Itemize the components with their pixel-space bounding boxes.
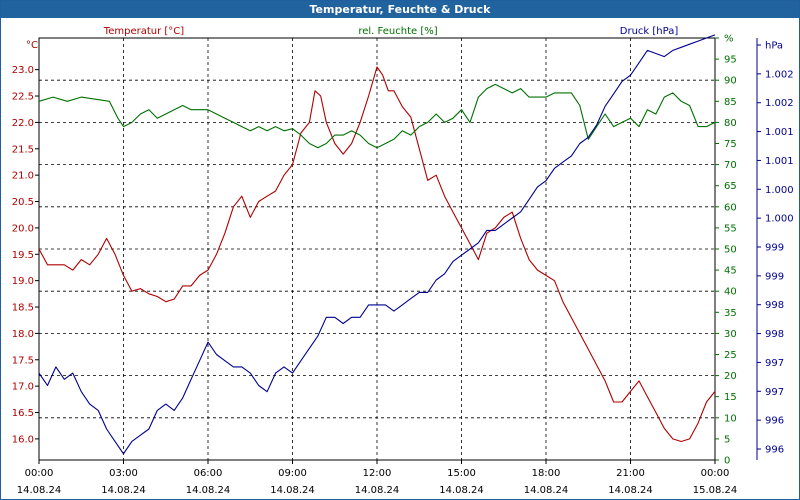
- humidity-tick-label: 95: [724, 55, 737, 66]
- pressure-tick-label: 997: [765, 387, 784, 398]
- pressure-tick-label: 998: [765, 300, 784, 311]
- humidity-tick-label: 30: [724, 329, 737, 340]
- temperature-tick-label: 22.5: [12, 92, 34, 103]
- grid-lines: [39, 38, 715, 460]
- temperature-tick-label: 19.5: [12, 250, 34, 261]
- time-tick-label: 15:00: [447, 468, 476, 479]
- data-series: [38, 34, 716, 455]
- pressure-tick-label: 1.002: [765, 98, 794, 109]
- pressure-tick-label: 1.000: [765, 214, 794, 225]
- date-tick-label: 14.08.24: [439, 485, 484, 496]
- humidity-tick-label: 90: [724, 76, 737, 87]
- humidity-tick-label: 20: [724, 371, 737, 382]
- date-tick-label: 14.08.24: [186, 485, 231, 496]
- date-tick-label: 14.08.24: [101, 485, 146, 496]
- humidity-tick-label: 60: [724, 202, 737, 213]
- humidity-tick-label: 65: [724, 181, 737, 192]
- temperature-tick-label: 21.5: [12, 144, 34, 155]
- pressure-tick-label: 996: [765, 445, 784, 456]
- humidity-tick-label: 80: [724, 118, 737, 129]
- pressure-tick-label: 998: [765, 329, 784, 340]
- temperature-tick-label: 17.5: [12, 355, 34, 366]
- temperature-legend: Temperatur [°C]: [103, 26, 184, 37]
- humidity-tick-label: 5: [724, 434, 730, 445]
- temperature-tick-label: 17.0: [12, 382, 34, 393]
- humidity-tick-label: 55: [724, 223, 737, 234]
- time-tick-label: 00:00: [701, 468, 730, 479]
- humidity-tick-label: 0: [724, 456, 730, 467]
- window-title: Temperatur, Feuchte & Druck: [1, 1, 799, 18]
- temperature-tick-label: 19.0: [12, 276, 34, 287]
- temperature-tick-label: 20.5: [12, 197, 34, 208]
- humidity-tick-label: 45: [724, 266, 737, 277]
- temperature-series-line: [38, 66, 716, 443]
- date-tick-label: 15.08.24: [693, 485, 738, 496]
- temperature-unit-label: °C: [26, 40, 38, 51]
- pressure-tick-label: hPa: [765, 41, 783, 52]
- humidity-legend: rel. Feuchte [%]: [358, 26, 437, 37]
- temperature-tick-label: 21.0: [12, 171, 34, 182]
- pressure-tick-label: 1.001: [765, 127, 794, 138]
- temperature-tick-label: 16.0: [12, 434, 34, 445]
- pressure-tick-label: 1.001: [765, 156, 794, 167]
- humidity-tick-label: %: [724, 34, 734, 45]
- temperature-tick-label: 20.0: [12, 223, 34, 234]
- temperature-tick-label: 18.0: [12, 329, 34, 340]
- humidity-tick-label: 25: [724, 350, 737, 361]
- temperature-axis-ticks: 16.0 16.5 17.0 17.5 18.0 18.5 19.0 19.5 20.0 20.5…: [12, 65, 39, 445]
- pressure-tick-label: 1.002: [765, 69, 794, 80]
- pressure-tick-label: 997: [765, 358, 784, 369]
- pressure-tick-label: 996: [765, 416, 784, 427]
- temperature-tick-label: 22.0: [12, 118, 34, 129]
- time-tick-label: 03:00: [109, 468, 138, 479]
- date-tick-label: 14.08.24: [524, 485, 569, 496]
- pressure-tick-label: 999: [765, 271, 784, 282]
- date-tick-label: 14.08.24: [608, 485, 653, 496]
- humidity-tick-label: 50: [724, 245, 737, 256]
- time-tick-label: 12:00: [363, 468, 392, 479]
- pressure-series-line: [38, 34, 716, 455]
- time-tick-label: 21:00: [616, 468, 645, 479]
- temperature-tick-label: 16.5: [12, 408, 34, 419]
- time-tick-label: 09:00: [278, 468, 307, 479]
- time-tick-label: 00:00: [25, 468, 54, 479]
- humidity-tick-label: 15: [724, 392, 737, 403]
- humidity-tick-label: 10: [724, 413, 737, 424]
- temperature-tick-label: 23.0: [12, 65, 34, 76]
- temperature-tick-label: 18.5: [12, 303, 34, 314]
- humidity-series-line: [38, 83, 716, 149]
- humidity-tick-label: 85: [724, 97, 737, 108]
- humidity-tick-label: 70: [724, 160, 737, 171]
- time-tick-label: 18:00: [532, 468, 561, 479]
- pressure-legend: Druck [hPa]: [620, 26, 679, 37]
- pressure-tick-label: 999: [765, 243, 784, 254]
- pressure-tick-label: 1.000: [765, 185, 794, 196]
- humidity-tick-label: 75: [724, 139, 737, 150]
- date-tick-label: 14.08.24: [355, 485, 400, 496]
- pressure-axis-ticks: 996 996 997 997 998 998 999 999 1.000 1.000 1.001 1…: [756, 38, 794, 460]
- humidity-tick-label: 35: [724, 308, 737, 319]
- date-tick-label: 14.08.24: [17, 485, 62, 496]
- time-axis-ticks: 00:00 14.08.24 03:00 14.08.24 06:00 14.08.24 0…: [17, 460, 738, 496]
- date-tick-label: 14.08.24: [270, 485, 315, 496]
- time-tick-label: 06:00: [194, 468, 223, 479]
- humidity-axis-ticks: 0 5 10 15 20 25 30 35 40 45 50 55 60 65 70 75 80 85 90 95%: [715, 34, 737, 467]
- humidity-tick-label: 40: [724, 287, 737, 298]
